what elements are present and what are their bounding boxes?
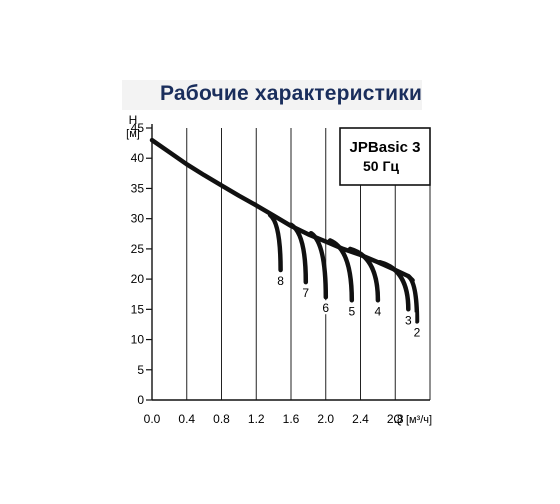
curve-2 — [406, 273, 420, 324]
x-tick-label: 0.8 — [213, 412, 230, 426]
curve-5 — [327, 238, 355, 303]
y-axis-label: H — [129, 113, 138, 127]
x-tick-label: 1.2 — [248, 412, 265, 426]
labels-layer: 0.0 0.4 0.8 1.2 1.6 2.0 2.4 2.80510152025303540… — [131, 121, 424, 426]
curve-8 — [267, 212, 283, 273]
curve-6 — [308, 230, 329, 300]
curve-label-2: 2 — [414, 325, 421, 339]
y-tick-label: 10 — [131, 333, 145, 347]
y-tick-label: 40 — [131, 151, 145, 165]
curve-label-8: 8 — [277, 274, 284, 288]
x-tick-label: 0.4 — [178, 412, 195, 426]
curve-3 — [377, 259, 411, 312]
y-tick-label: 25 — [131, 242, 145, 256]
x-tick-label: 2.4 — [352, 412, 369, 426]
y-tick-label: 45 — [131, 121, 145, 135]
curve-label-bg — [344, 303, 359, 318]
y-tick-label: 20 — [131, 272, 145, 286]
x-tick-label: 1.6 — [283, 412, 300, 426]
curve-4 — [347, 246, 381, 303]
curves-layer — [149, 137, 420, 324]
curve-label-bg — [370, 303, 385, 318]
legend-box — [339, 127, 431, 186]
y-tick-label: 15 — [131, 302, 145, 316]
curve-label-5: 5 — [348, 304, 355, 318]
y-axis-unit: [м] — [126, 128, 140, 140]
curve-label-6: 6 — [322, 301, 329, 315]
y-tick-label: 5 — [137, 363, 144, 377]
legend-frequency: 50 Гц — [363, 158, 399, 174]
x-tick-label: 0.0 — [144, 412, 161, 426]
curve-label-7: 7 — [302, 286, 309, 300]
x-tick-label: 2.8 — [387, 412, 404, 426]
axes-layer — [146, 124, 430, 401]
x-axis-label: Q — [393, 412, 402, 426]
x-axis-unit: [м³/ч] — [406, 414, 432, 426]
curve-label-4: 4 — [375, 304, 382, 318]
curve-label-bg — [298, 285, 313, 300]
curve-label-bg — [318, 300, 333, 315]
y-tick-label: 35 — [131, 181, 145, 195]
legend-model: JPBasic 3 — [350, 139, 421, 156]
y-tick-label: 30 — [131, 212, 145, 226]
curve-label-bg — [401, 312, 416, 327]
chart-title: Рабочие характеристики — [160, 82, 423, 105]
title-background — [122, 80, 422, 110]
y-tick-label: 0 — [137, 393, 144, 407]
curve-label-3: 3 — [405, 313, 412, 327]
x-tick-label: 2.0 — [317, 412, 334, 426]
curve-label-bg — [273, 273, 288, 288]
curve-label-bg — [409, 324, 424, 339]
curve-7 — [288, 222, 309, 285]
